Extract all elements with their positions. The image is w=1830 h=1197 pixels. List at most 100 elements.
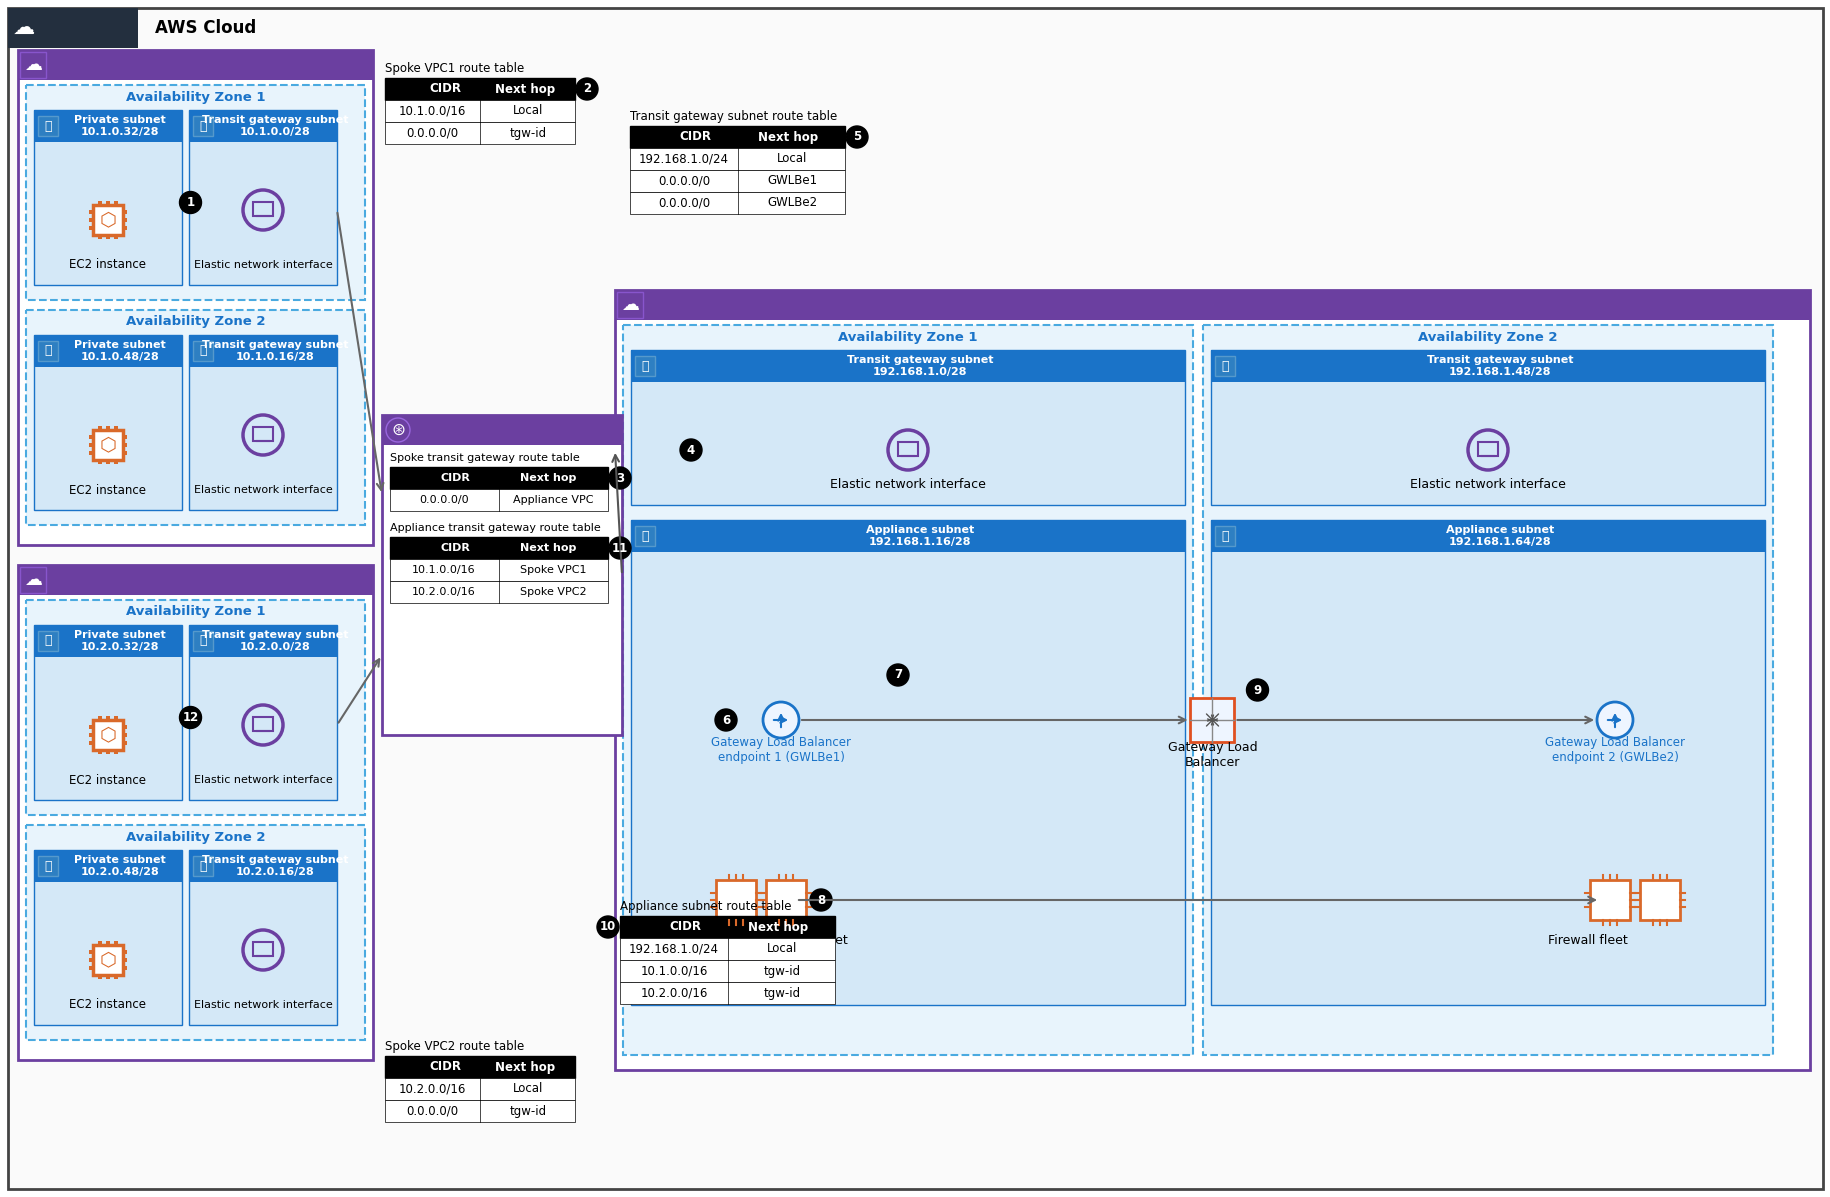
Text: Gateway Load Balancer
endpoint 2 (GWLBe2): Gateway Load Balancer endpoint 2 (GWLBe2… [1545,736,1684,764]
Text: 10.1.0.0/28: 10.1.0.0/28 [240,127,311,136]
Bar [620,938,834,960]
Bar [93,944,123,976]
Text: 192.168.1.0/28: 192.168.1.0/28 [873,367,966,377]
Bar [1190,698,1233,742]
Text: 🔒: 🔒 [199,634,207,648]
Bar [106,751,110,754]
Bar [35,110,181,142]
Text: ⬡: ⬡ [99,436,117,455]
Circle shape [179,706,201,729]
Circle shape [845,126,867,148]
Text: Transit gateway subnet: Transit gateway subnet [201,115,348,124]
Bar [99,716,102,721]
Bar [622,326,1193,1055]
Text: ☁: ☁ [24,56,42,74]
Bar [123,733,126,737]
Bar [38,631,59,651]
Text: Private subnet: Private subnet [73,115,167,124]
Bar [192,631,212,651]
Bar [1210,350,1764,505]
Text: ☁: ☁ [620,296,639,314]
Bar [765,880,805,920]
Text: GWLBe1: GWLBe1 [767,175,816,188]
Text: 10.2.0.16/28: 10.2.0.16/28 [236,867,315,877]
Text: Next hop: Next hop [747,920,807,934]
Text: Appliance subnet: Appliance subnet [1446,525,1554,535]
Bar [188,850,337,882]
Text: 2: 2 [582,83,591,96]
Text: AWS Transit Gateway: AWS Transit Gateway [436,424,595,437]
Text: 🔒: 🔒 [44,634,51,648]
Text: 192.168.1.64/28: 192.168.1.64/28 [1448,537,1550,547]
Text: Elastic network interface: Elastic network interface [1409,479,1565,492]
Text: Elastic network interface: Elastic network interface [194,774,333,785]
Circle shape [1246,679,1268,701]
Bar [631,519,1184,1005]
Bar [630,126,844,148]
Text: Spoke VPC2: Spoke VPC2 [520,587,586,597]
Bar [620,960,834,982]
Text: 🔒: 🔒 [1221,529,1228,542]
Bar [192,341,212,361]
Text: 1: 1 [187,196,194,209]
Text: Local: Local [512,104,544,117]
Bar [90,741,93,745]
Bar [1210,519,1764,1005]
Text: CIDR: CIDR [439,543,470,553]
Bar [90,958,93,962]
Bar [390,537,608,559]
Bar [7,8,137,48]
Text: Local: Local [767,942,796,955]
Bar [99,426,102,430]
Text: GWLBe2: GWLBe2 [767,196,816,209]
Bar [35,625,181,657]
Text: 9: 9 [1254,683,1261,697]
Bar [35,850,181,1025]
Bar [90,966,93,970]
Text: 10.1.0.16/28: 10.1.0.16/28 [236,352,315,361]
Bar [99,235,102,239]
Text: 192.168.1.0/24: 192.168.1.0/24 [630,942,719,955]
Bar [630,170,844,192]
Text: 🔒: 🔒 [199,120,207,133]
Bar [615,290,1810,1070]
Bar [20,51,46,78]
Text: tgw-id: tgw-id [763,986,800,999]
Text: 192.168.1.16/28: 192.168.1.16/28 [867,537,970,547]
Text: Transit gateway subnet: Transit gateway subnet [201,855,348,865]
Circle shape [886,664,908,686]
Bar [384,122,575,144]
Bar [384,1078,575,1100]
Circle shape [609,537,631,559]
Text: EC2 instance: EC2 instance [70,773,146,786]
Bar [123,958,126,962]
Bar [253,202,273,215]
Text: Private subnet: Private subnet [73,855,167,865]
Text: Transit gateway subnet route table: Transit gateway subnet route table [630,110,836,123]
Bar [123,451,126,455]
Text: Availability Zone 2: Availability Zone 2 [126,831,265,844]
Circle shape [609,467,631,490]
Text: Firewall fleet: Firewall fleet [1548,934,1627,947]
Bar [90,226,93,230]
Bar [106,976,110,979]
Text: Workload spoke VPC1 10.1.0.0/16: Workload spoke VPC1 10.1.0.0/16 [84,59,337,72]
Bar [90,209,93,214]
Text: CIDR: CIDR [439,473,470,484]
Bar [390,490,608,511]
Bar [26,85,364,300]
Bar [188,625,337,800]
Text: 🔒: 🔒 [199,345,207,358]
Bar [123,966,126,970]
Bar [106,716,110,721]
Text: 🔒: 🔒 [44,859,51,873]
Circle shape [576,78,598,101]
Bar [18,565,373,1061]
Bar [106,235,110,239]
Text: 0.0.0.0/0: 0.0.0.0/0 [657,196,710,209]
Bar [35,335,181,367]
Bar [1210,519,1764,552]
Text: Availability Zone 2: Availability Zone 2 [126,316,265,328]
Text: 7: 7 [893,668,902,681]
Text: tgw-id: tgw-id [763,965,800,978]
